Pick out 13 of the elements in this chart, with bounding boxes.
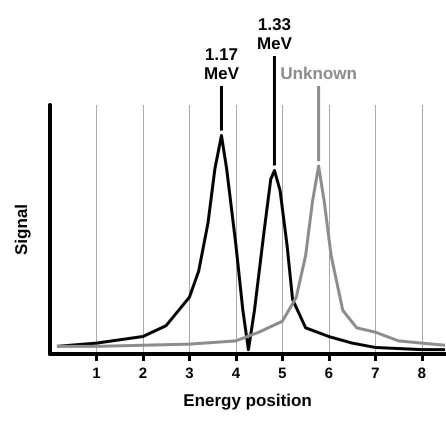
annotation: Unknown	[280, 64, 357, 83]
x-axis-title: Energy position	[183, 391, 312, 410]
x-tick-label: 4	[232, 365, 241, 382]
x-tick-label: 1	[92, 365, 101, 382]
x-tick-label: 7	[371, 365, 380, 382]
x-tick-label: 6	[324, 365, 333, 382]
y-axis-title: Signal	[12, 204, 31, 256]
x-tick-label: 3	[185, 365, 194, 382]
x-tick-label: 5	[278, 365, 287, 382]
annotation: 1.17 MeV	[204, 45, 240, 83]
annotation: 1.33 MeV	[256, 15, 293, 53]
x-tick-label: 2	[138, 365, 148, 382]
x-tick-label: 8	[418, 365, 426, 382]
